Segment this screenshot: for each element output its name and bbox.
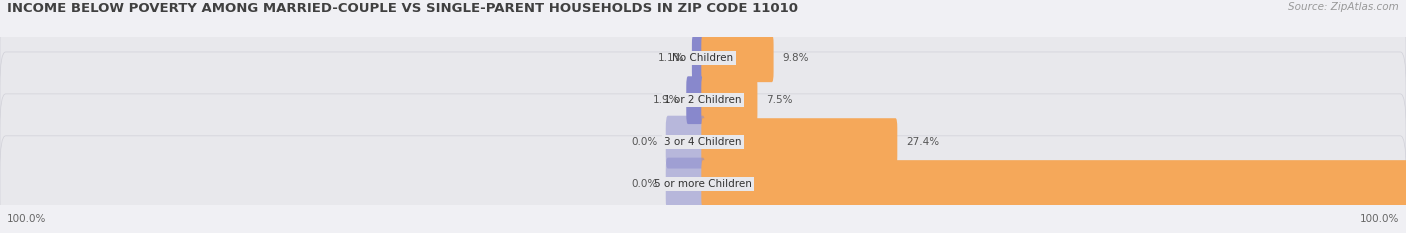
FancyBboxPatch shape: [666, 116, 706, 168]
Text: 100.0%: 100.0%: [1360, 214, 1399, 224]
Text: 0.0%: 0.0%: [631, 179, 657, 189]
Text: 1.1%: 1.1%: [658, 53, 685, 63]
FancyBboxPatch shape: [666, 158, 706, 210]
FancyBboxPatch shape: [686, 76, 703, 124]
Text: 100.0%: 100.0%: [7, 214, 46, 224]
Text: 1 or 2 Children: 1 or 2 Children: [664, 95, 742, 105]
FancyBboxPatch shape: [702, 160, 1406, 208]
Text: 9.8%: 9.8%: [782, 53, 808, 63]
Text: 5 or more Children: 5 or more Children: [654, 179, 752, 189]
Text: INCOME BELOW POVERTY AMONG MARRIED-COUPLE VS SINGLE-PARENT HOUSEHOLDS IN ZIP COD: INCOME BELOW POVERTY AMONG MARRIED-COUPL…: [7, 2, 799, 15]
Text: 1.9%: 1.9%: [652, 95, 679, 105]
FancyBboxPatch shape: [0, 136, 1406, 232]
FancyBboxPatch shape: [0, 94, 1406, 190]
FancyBboxPatch shape: [692, 34, 703, 82]
Text: No Children: No Children: [672, 53, 734, 63]
FancyBboxPatch shape: [702, 118, 897, 166]
Text: 27.4%: 27.4%: [907, 137, 939, 147]
Text: Source: ZipAtlas.com: Source: ZipAtlas.com: [1288, 2, 1399, 12]
FancyBboxPatch shape: [0, 10, 1406, 106]
Text: 0.0%: 0.0%: [631, 137, 657, 147]
FancyBboxPatch shape: [702, 34, 773, 82]
Text: 3 or 4 Children: 3 or 4 Children: [664, 137, 742, 147]
FancyBboxPatch shape: [702, 76, 758, 124]
Text: 7.5%: 7.5%: [766, 95, 793, 105]
FancyBboxPatch shape: [0, 52, 1406, 148]
